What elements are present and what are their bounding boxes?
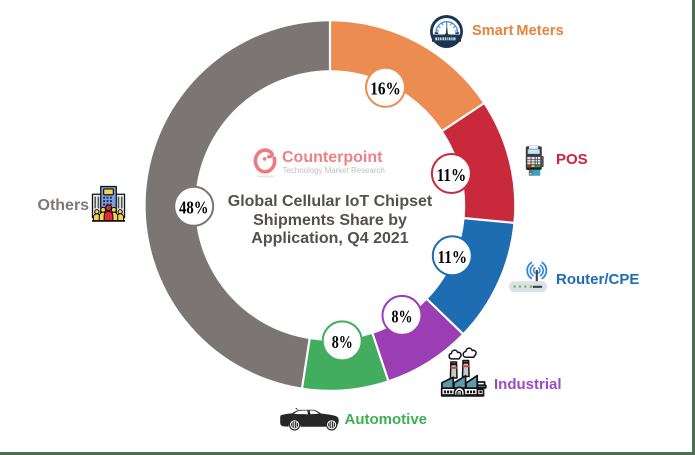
svg-text:8%: 8% — [332, 332, 353, 352]
svg-text:48%: 48% — [179, 198, 209, 218]
svg-text:11%: 11% — [438, 247, 468, 267]
svg-text:11%: 11% — [437, 165, 467, 185]
svg-text:8%: 8% — [392, 307, 413, 327]
svg-text:16%: 16% — [370, 79, 401, 99]
